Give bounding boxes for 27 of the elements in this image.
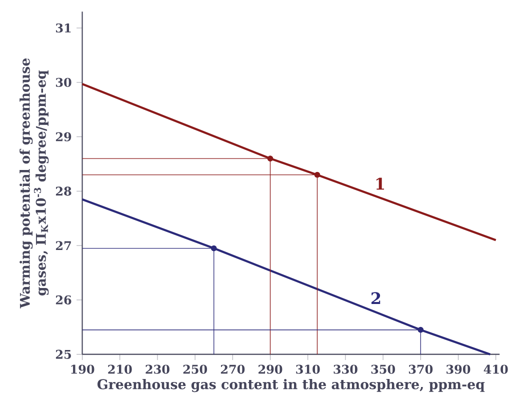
y-tick-label: 27: [56, 241, 71, 250]
x-tick-label: 210: [108, 364, 132, 374]
x-tick-label: 190: [71, 364, 94, 374]
x-tick-label: 250: [183, 364, 208, 374]
point: [267, 156, 274, 162]
line-series: [81, 198, 492, 356]
series-label: 1: [376, 178, 384, 190]
x-tick-label: 330: [334, 364, 358, 374]
y-tick-label: 29: [56, 132, 72, 142]
y-tick-label: 25: [56, 350, 71, 359]
x-tick-label: 310: [296, 364, 320, 374]
x-tick-label: 230: [146, 364, 170, 374]
point: [418, 326, 424, 333]
x-tick-label: 290: [258, 364, 282, 374]
y-tick-label: 31: [56, 23, 71, 33]
y-tick-label: 28: [56, 186, 72, 196]
x-tick-label: 350: [371, 364, 396, 374]
x-tick-label: 390: [446, 364, 470, 374]
x-tick-label: 270: [220, 364, 245, 374]
point: [314, 172, 320, 178]
x-tick-label: 370: [408, 364, 433, 374]
x-axis-title: Greenhouse gas content in the atmosphere, ppm-eq: [97, 378, 485, 392]
y-tick-label: 26: [56, 295, 72, 304]
series-label: 2: [371, 292, 380, 304]
x-tick-label: 410: [484, 364, 508, 374]
point: [210, 245, 217, 252]
y-tick-label: 30: [56, 78, 72, 87]
